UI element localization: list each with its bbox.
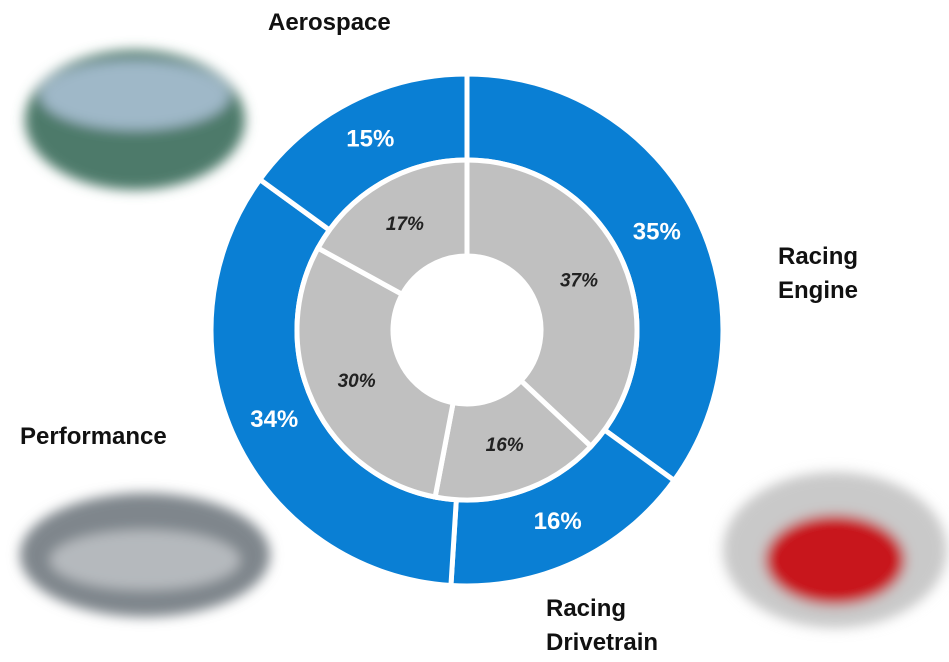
donut-segment — [294, 244, 457, 500]
photo-racing — [723, 472, 947, 628]
donut-segment — [432, 377, 595, 503]
category-label: Racing Drivetrain — [546, 595, 659, 656]
category-label: Aerospace — [268, 9, 391, 36]
photo-aerospace — [25, 50, 245, 190]
value-label: 35% — [633, 219, 681, 246]
category-label: Performance — [20, 423, 167, 450]
value-label: 17% — [386, 214, 424, 235]
value-label: 16% — [486, 435, 524, 456]
value-label: 15% — [346, 126, 394, 153]
value-label: 37% — [560, 271, 598, 292]
donut-segment — [464, 157, 640, 450]
value-label: 34% — [250, 406, 298, 433]
value-label: 16% — [534, 508, 582, 535]
donut-segment — [314, 157, 470, 298]
value-label: 30% — [338, 371, 376, 392]
category-label: Racing Engine — [778, 243, 859, 304]
photo-performance — [20, 493, 270, 617]
